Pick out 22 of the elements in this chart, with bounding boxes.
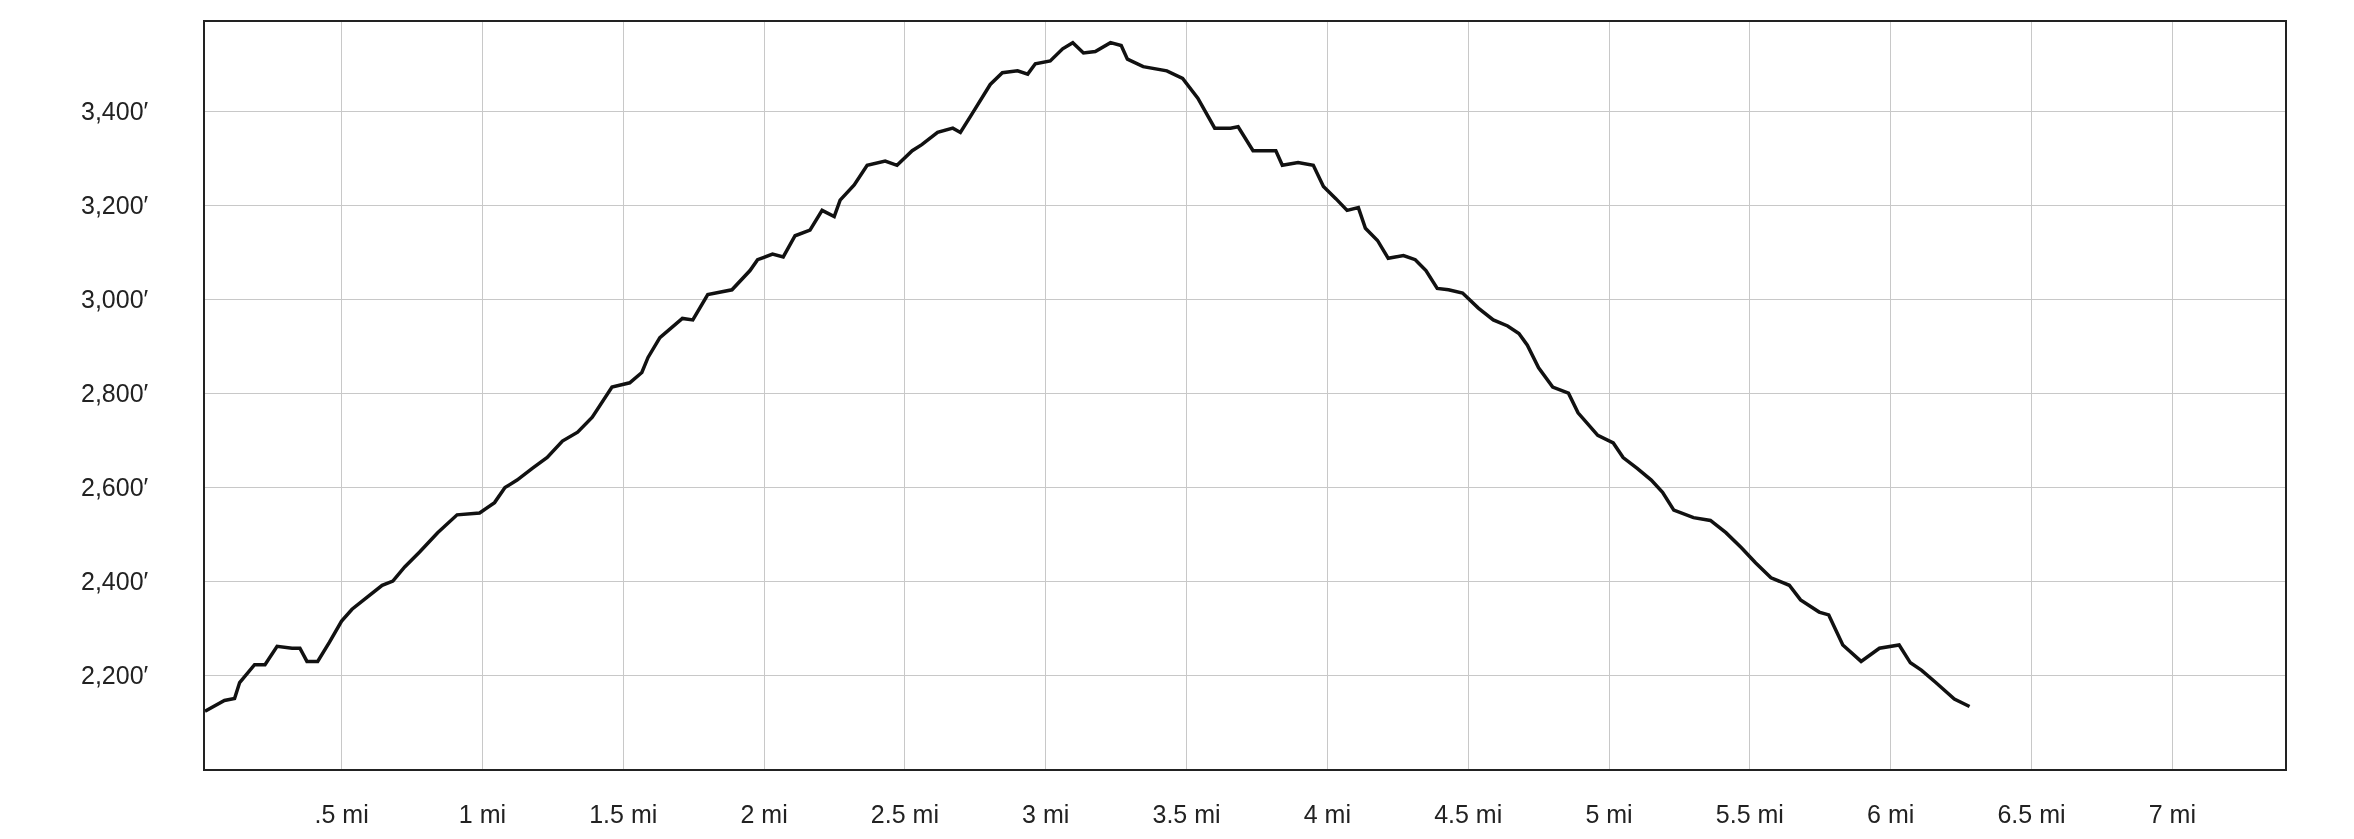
y-tick-label: 2,200′	[81, 660, 149, 689]
x-tick-label: 6.5 mi	[1997, 799, 2066, 828]
x-tick-label: .5 mi	[314, 799, 369, 828]
y-tick-label: 3,200′	[81, 190, 149, 219]
y-tick-label: 2,800′	[81, 378, 149, 407]
x-tick-label: 5.5 mi	[1715, 799, 1784, 828]
line-series	[205, 40, 1972, 713]
x-tick-label: 3 mi	[1022, 799, 1070, 828]
x-tick-label: 2 mi	[740, 799, 788, 828]
x-tick-label: 1 mi	[458, 799, 507, 828]
x-tick-label: 1.5 mi	[589, 799, 658, 828]
x-tick-label: 7 mi	[2148, 799, 2196, 828]
y-tick-label: 3,000′	[81, 284, 149, 313]
x-tick-label: 2.5 mi	[870, 799, 939, 828]
x-tick-label: 3.5 mi	[1152, 799, 1221, 828]
y-tick-label: 2,400′	[81, 566, 149, 595]
x-tick-label: 5 mi	[1585, 799, 1633, 828]
x-tick-label: 6 mi	[1867, 799, 1915, 828]
x-tick-label: 4 mi	[1303, 799, 1351, 828]
y-tick-label: 3,400′	[81, 97, 149, 126]
y-tick-label: 2,600′	[81, 472, 149, 501]
x-tick-label: 4.5 mi	[1434, 799, 1503, 828]
